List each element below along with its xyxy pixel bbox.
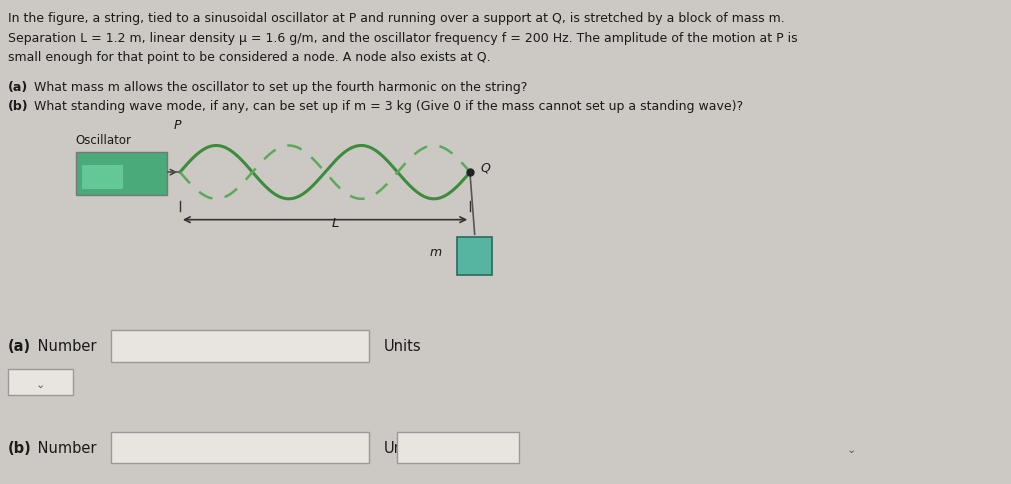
Bar [457,237,492,276]
Bar [76,152,167,196]
Text: ⌄: ⌄ [35,379,45,389]
Text: P: P [173,119,181,132]
Text: (a): (a) [8,81,28,94]
Text: (b): (b) [8,100,28,113]
Bar [397,432,519,464]
Bar [111,331,369,362]
Text: L: L [332,216,339,229]
Text: Number: Number [33,440,97,455]
Text: Q: Q [480,162,490,174]
Text: In the figure, a string, tied to a sinusoidal oscillator at P and running over a: In the figure, a string, tied to a sinus… [8,12,785,25]
Text: Number: Number [33,339,97,353]
Text: What standing wave mode, if any, can be set up if m = 3 kg (Give 0 if the mass c: What standing wave mode, if any, can be … [30,100,743,113]
Text: m: m [430,245,442,258]
Bar [111,432,369,464]
Text: (a): (a) [8,339,31,353]
Text: Separation L = 1.2 m, linear density μ = 1.6 g/m, and the oscillator frequency f: Separation L = 1.2 m, linear density μ =… [8,31,798,45]
Text: Units: Units [384,440,422,455]
Text: (b): (b) [8,440,31,455]
Text: What mass m allows the oscillator to set up the fourth harmonic on the string?: What mass m allows the oscillator to set… [30,81,528,94]
Bar [82,166,123,189]
Text: Units: Units [384,339,422,353]
Bar [8,369,73,396]
Text: ⌄: ⌄ [847,444,856,454]
Text: Oscillator: Oscillator [76,134,131,147]
Text: small enough for that point to be considered a node. A node also exists at Q.: small enough for that point to be consid… [8,51,490,64]
